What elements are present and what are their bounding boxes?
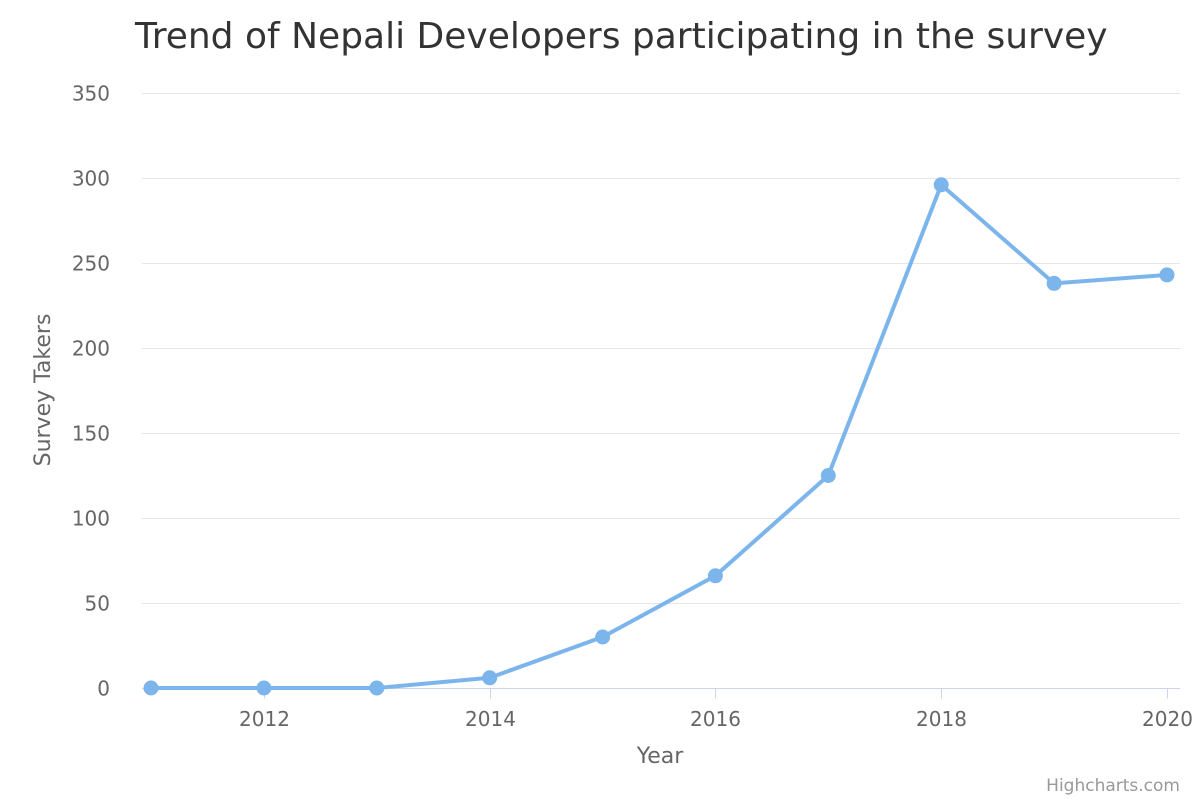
x-axis: 2012 2014 2016 2018 2020 bbox=[142, 688, 1193, 731]
credits-link[interactable]: Highcharts.com bbox=[1046, 776, 1180, 796]
y-tick-label: 0 bbox=[97, 677, 110, 701]
y-tick-label: 350 bbox=[72, 82, 110, 106]
data-point bbox=[143, 680, 159, 696]
data-point bbox=[256, 680, 272, 696]
x-tick-label: 2014 bbox=[465, 707, 516, 731]
y-axis-tick-labels: 0 50 100 150 200 250 300 350 bbox=[72, 82, 110, 701]
data-point bbox=[933, 177, 949, 193]
data-point bbox=[1046, 275, 1062, 291]
data-point bbox=[707, 568, 723, 584]
chart-title: Trend of Nepali Developers participating… bbox=[134, 16, 1108, 57]
series-layer bbox=[143, 177, 1175, 696]
x-tick-label: 2012 bbox=[239, 707, 290, 731]
data-point bbox=[1159, 267, 1175, 283]
y-tick-label: 50 bbox=[85, 592, 110, 616]
data-point bbox=[482, 670, 498, 686]
x-tick-label: 2016 bbox=[690, 707, 741, 731]
x-tick-label: 2018 bbox=[916, 707, 967, 731]
y-tick-label: 150 bbox=[72, 422, 110, 446]
y-tick-label: 250 bbox=[72, 252, 110, 276]
data-point bbox=[369, 680, 385, 696]
y-tick-label: 300 bbox=[72, 167, 110, 191]
y-tick-label: 100 bbox=[72, 507, 110, 531]
grid-lines bbox=[142, 93, 1180, 604]
x-tick-label: 2020 bbox=[1142, 707, 1193, 731]
series-line bbox=[149, 182, 1169, 690]
data-point bbox=[595, 629, 611, 645]
y-axis-title: Survey Takers bbox=[31, 314, 56, 467]
data-point bbox=[820, 468, 836, 483]
y-tick-label: 200 bbox=[72, 337, 110, 361]
x-axis-title: Year bbox=[636, 744, 685, 769]
